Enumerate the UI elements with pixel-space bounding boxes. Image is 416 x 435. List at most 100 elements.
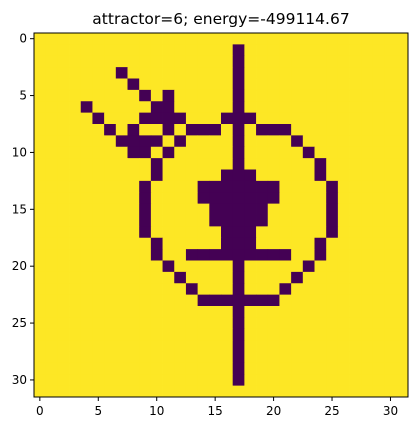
heatmap-cell-high: [396, 237, 409, 250]
heatmap-cell-high: [34, 328, 47, 341]
heatmap-cell-low: [221, 226, 234, 239]
heatmap-cell-low: [232, 374, 245, 387]
heatmap-cell-high: [139, 101, 152, 114]
heatmap-cell-low: [139, 89, 152, 102]
x-tick-label: 5: [94, 404, 102, 418]
heatmap-cell-low: [232, 306, 245, 318]
heatmap-cell-high: [361, 135, 374, 148]
heatmap-cell-high: [34, 55, 47, 68]
heatmap-cell-high: [104, 306, 117, 318]
heatmap-cell-high: [256, 317, 269, 330]
heatmap-cell-high: [396, 55, 409, 68]
heatmap-cell-high: [80, 55, 93, 68]
heatmap-cell-high: [221, 78, 234, 91]
heatmap-cell-high: [34, 340, 47, 352]
heatmap-cell-high: [361, 340, 374, 352]
heatmap-cell-low: [221, 112, 234, 125]
heatmap-cell-high: [197, 283, 210, 296]
heatmap-cell-high: [174, 78, 187, 91]
heatmap-cell-low: [244, 203, 257, 216]
heatmap-cell-high: [256, 158, 269, 170]
heatmap-cell-high: [244, 101, 257, 114]
heatmap-cell-high: [396, 101, 409, 114]
heatmap-cell-high: [174, 328, 187, 341]
heatmap-cell-high: [174, 340, 187, 352]
heatmap-cell-high: [162, 33, 175, 45]
heatmap-cell-high: [92, 180, 105, 193]
heatmap-cell-high: [139, 55, 152, 68]
y-tick-label: 5: [19, 89, 27, 103]
heatmap-cell-high: [326, 385, 339, 398]
heatmap-cell-high: [104, 340, 117, 352]
heatmap-cell-high: [197, 135, 210, 148]
heatmap-cell-high: [361, 362, 374, 375]
heatmap-cell-high: [174, 226, 187, 239]
heatmap-cell-low: [244, 112, 257, 125]
heatmap-cell-high: [104, 226, 117, 239]
heatmap-cell-high: [104, 317, 117, 330]
heatmap-cell-high: [232, 33, 245, 45]
heatmap-cell-high: [197, 112, 210, 125]
heatmap-cell-high: [69, 317, 82, 330]
heatmap-cell-high: [104, 203, 117, 216]
heatmap-cell-high: [127, 283, 140, 296]
heatmap-cell-high: [267, 374, 280, 387]
heatmap-cell-high: [279, 44, 292, 57]
heatmap-cell-low: [314, 237, 327, 250]
heatmap-cell-high: [45, 33, 58, 45]
heatmap-cell-high: [326, 135, 339, 148]
heatmap-cell-high: [291, 55, 304, 68]
heatmap-cell-high: [314, 146, 327, 159]
heatmap-cell-high: [372, 317, 386, 330]
heatmap-cell-high: [69, 203, 82, 216]
heatmap-cell-high: [279, 226, 292, 239]
heatmap-cell-high: [396, 306, 409, 318]
heatmap-cell-low: [209, 294, 222, 307]
heatmap-cell-low: [139, 226, 152, 239]
heatmap-cell-high: [396, 362, 409, 375]
heatmap-cell-high: [104, 55, 117, 68]
heatmap-cell-high: [396, 271, 409, 284]
heatmap-cell-high: [349, 226, 362, 239]
heatmap-cell-high: [45, 283, 58, 296]
heatmap-cell-high: [384, 351, 397, 364]
heatmap-cell-high: [45, 89, 58, 102]
heatmap-cell-high: [34, 317, 47, 330]
heatmap-cell-high: [80, 192, 93, 205]
heatmap-cell-high: [279, 385, 292, 398]
heatmap-cell-high: [57, 124, 70, 136]
heatmap-cell-high: [45, 385, 58, 398]
heatmap-cell-high: [80, 317, 93, 330]
heatmap-cell-high: [326, 78, 339, 91]
heatmap-cell-high: [57, 340, 70, 352]
heatmap-cell-high: [314, 192, 327, 205]
heatmap-cell-high: [69, 192, 82, 205]
heatmap-cell-high: [267, 340, 280, 352]
heatmap-cell-high: [256, 226, 269, 239]
heatmap-cell-high: [104, 192, 117, 205]
heatmap-cell-high: [57, 362, 70, 375]
heatmap-cell-high: [127, 237, 140, 250]
heatmap-cell-high: [337, 362, 350, 375]
heatmap-cell-low: [232, 101, 245, 114]
heatmap-cell-high: [372, 271, 386, 284]
heatmap-cell-high: [92, 340, 105, 352]
heatmap-cell-high: [302, 385, 315, 398]
heatmap-cell-high: [372, 249, 386, 261]
heatmap-cell-high: [267, 44, 280, 57]
heatmap-cell-high: [92, 78, 105, 91]
heatmap-cell-high: [349, 44, 362, 57]
heatmap-cell-high: [115, 351, 128, 364]
heatmap-cell-high: [337, 146, 350, 159]
heatmap-cell-high: [267, 158, 280, 170]
heatmap-cell-high: [197, 158, 210, 170]
heatmap-cell-high: [115, 146, 128, 159]
heatmap-cell-high: [361, 283, 374, 296]
heatmap-cell-high: [349, 180, 362, 193]
heatmap-cell-high: [150, 78, 163, 91]
heatmap-cell-high: [115, 306, 128, 318]
heatmap-cell-high: [197, 237, 210, 250]
heatmap-cell-high: [302, 101, 315, 114]
heatmap-cell-high: [150, 215, 163, 227]
heatmap-cell-high: [127, 112, 140, 125]
